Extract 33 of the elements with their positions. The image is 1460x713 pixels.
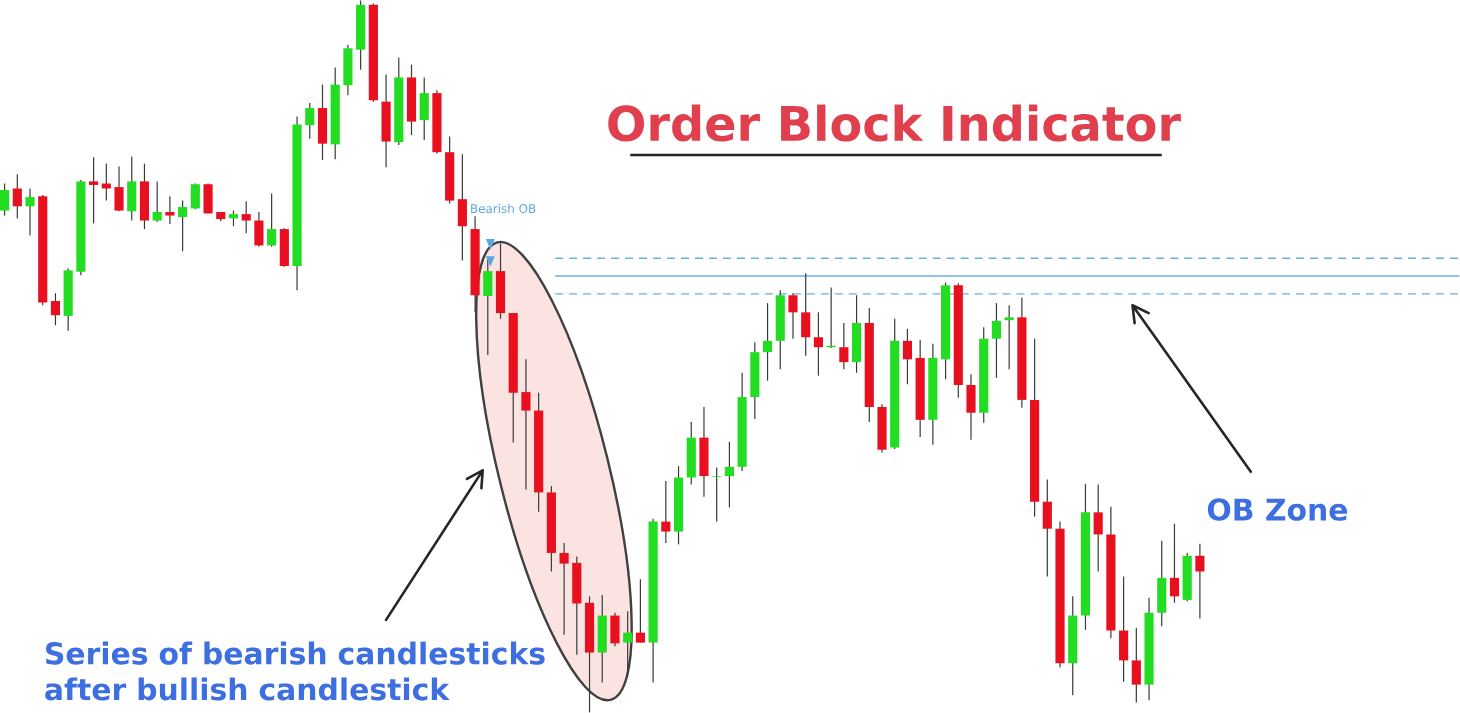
candlestick	[839, 322, 849, 370]
candlestick	[1169, 523, 1180, 604]
annotation: Bearish OB	[471, 203, 536, 214]
annotation: Series of bearish candlesticks after bullish candlestick	[45, 641, 545, 701]
candlestick	[788, 292, 798, 340]
candlestick	[165, 195, 175, 225]
candlestick	[1195, 543, 1205, 620]
candlestick	[902, 328, 913, 385]
candlestick	[50, 292, 61, 326]
candlestick	[101, 163, 111, 202]
candlestick	[1004, 304, 1014, 370]
candlestick	[89, 156, 99, 224]
candlestick	[762, 302, 773, 382]
candlestick	[724, 441, 734, 508]
candlestick	[25, 187, 35, 237]
candlestick	[114, 165, 124, 212]
candlestick	[152, 180, 162, 223]
candlestick	[1093, 484, 1103, 573]
candlestick	[267, 192, 277, 248]
candlestick	[305, 102, 315, 140]
candlestick	[635, 578, 645, 644]
candlestick	[241, 200, 251, 234]
candlestick	[559, 542, 569, 636]
candlestick	[521, 358, 531, 491]
candlestick	[661, 480, 671, 544]
candlestick	[712, 466, 722, 523]
candlestick	[178, 200, 188, 252]
candlestick	[991, 302, 1002, 379]
candlestick	[813, 311, 823, 377]
text: OB Zone	[1207, 498, 1348, 521]
text: Order Block Indicator	[608, 104, 1181, 142]
candlestick	[0, 182, 10, 217]
candlestick	[12, 173, 22, 220]
